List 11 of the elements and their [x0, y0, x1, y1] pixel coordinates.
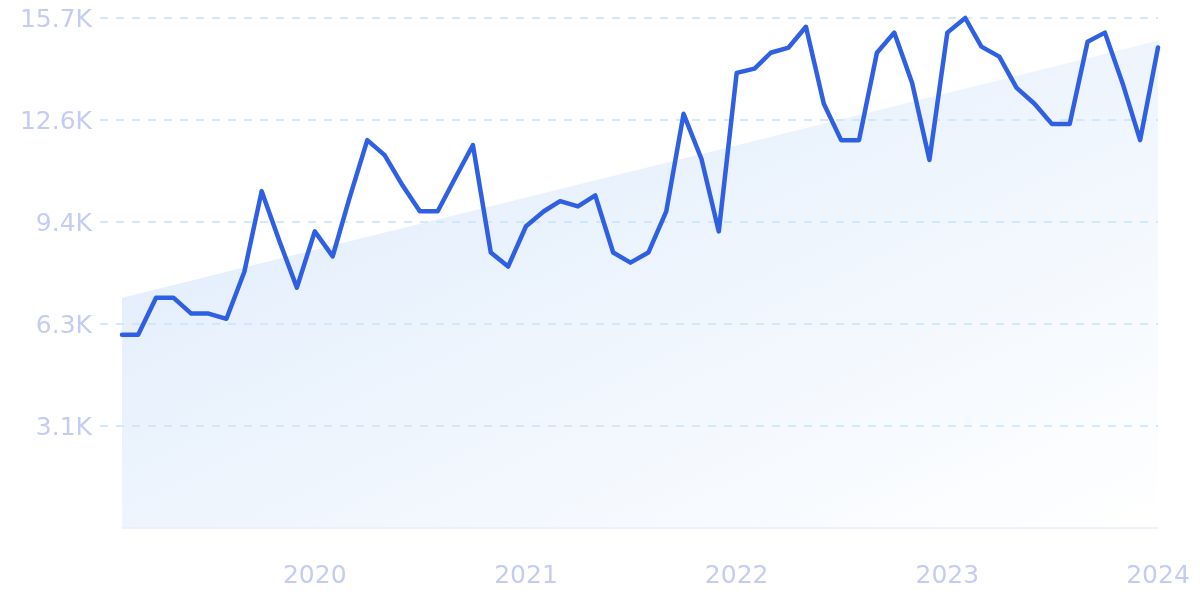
- x-tick-label: 2022: [704, 559, 769, 589]
- y-tick-label: 3.1K: [35, 411, 93, 441]
- y-tick-label: 12.6K: [19, 105, 93, 135]
- y-tick-label: 15.7K: [19, 3, 93, 33]
- line-series: [119, 15, 1161, 337]
- x-tick-label: 2020: [282, 559, 347, 589]
- x-tick-label: 2024: [1126, 559, 1190, 589]
- y-tick-label: 9.4K: [35, 207, 93, 237]
- x-tick-label: 2021: [494, 559, 558, 589]
- x-tick-label: 2023: [915, 559, 980, 589]
- y-tick-label: 6.3K: [35, 309, 93, 339]
